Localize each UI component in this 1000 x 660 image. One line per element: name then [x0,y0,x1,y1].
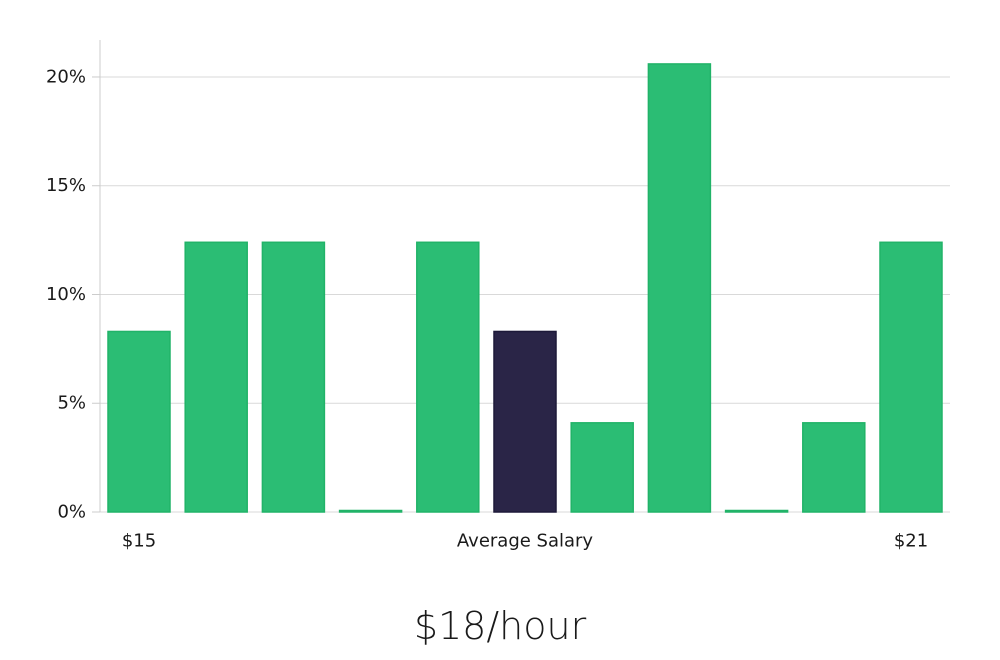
y-tick-label: 5% [57,393,86,414]
x-axis-label: $21 [894,531,928,552]
y-tick-label: 0% [57,502,86,523]
y-tick-label: 15% [46,175,86,196]
bar [416,241,480,513]
y-tick-label: 10% [46,284,86,305]
bar [338,509,403,513]
bar [184,241,248,513]
chart-canvas: 0% 5% 10% 15% 20% $15 Average Salary $21 [46,40,950,552]
bar [802,422,866,513]
bar [570,422,634,513]
bar-highlighted [493,330,557,513]
y-axis: 0% 5% 10% 15% 20% [46,40,101,523]
y-tick-label: 20% [46,66,86,87]
bar [724,509,789,513]
bar [879,241,943,513]
bars [107,63,943,513]
bar [261,241,326,513]
headline-salary: $18/hour [413,604,587,648]
x-axis-label: $15 [122,531,156,552]
bar [647,63,712,513]
x-axis-label: Average Salary [457,531,594,552]
bar [107,330,171,513]
x-axis-labels: $15 Average Salary $21 [122,531,928,552]
